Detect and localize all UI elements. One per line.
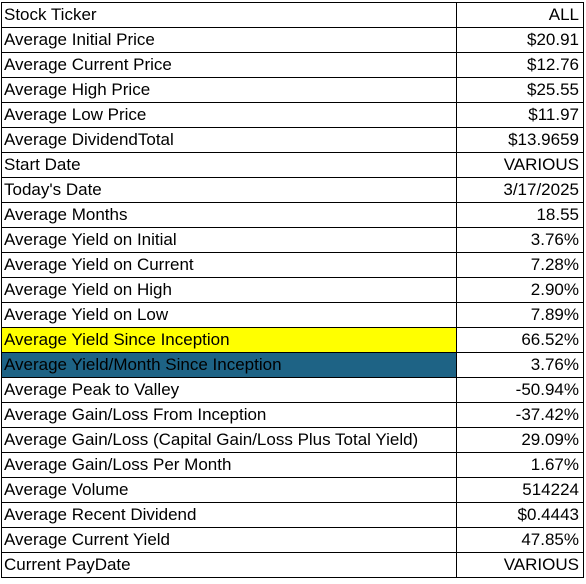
table-row: Average High Price $25.55 [1, 77, 584, 103]
row-value-cell: 47.85% [456, 527, 584, 553]
row-value-cell: VARIOUS [456, 552, 584, 578]
row-value-cell: $0.4443 [456, 502, 584, 528]
row-label-cell: Average DividendTotal [1, 127, 457, 153]
row-value-cell: 7.89% [456, 302, 584, 328]
table-row: Average Gain/Loss From Inception -37.42% [1, 402, 584, 428]
row-label-cell: Start Date [1, 152, 457, 178]
row-value-cell: 3/17/2025 [456, 177, 584, 203]
row-label-cell: Today's Date [1, 177, 457, 203]
table-row: Average Yield Since Inception 66.52% [1, 327, 584, 353]
row-value-cell: 3.76% [456, 227, 584, 253]
table-row: Average Current Price $12.76 [1, 52, 584, 78]
row-value-cell: $11.97 [456, 102, 584, 128]
row-label-cell: Average Current Price [1, 52, 457, 78]
row-label-cell: Average Yield on High [1, 277, 457, 303]
table-row: Average Yield on High 2.90% [1, 277, 584, 303]
table-row: Average Peak to Valley -50.94% [1, 377, 584, 403]
table-row: Average Initial Price $20.91 [1, 27, 584, 53]
table-row: Average Months 18.55 [1, 202, 584, 228]
row-value-cell: 1.67% [456, 452, 584, 478]
row-label-cell: Average Gain/Loss From Inception [1, 402, 457, 428]
row-value-cell: 3.76% [456, 352, 584, 378]
row-label-cell: Average Yield Since Inception [1, 327, 457, 353]
row-label-cell: Average Yield on Current [1, 252, 457, 278]
table-row: Average Gain/Loss (Capital Gain/Loss Plu… [1, 427, 584, 453]
row-value-cell: 514224 [456, 477, 584, 503]
table-row: Average Recent Dividend $0.4443 [1, 502, 584, 528]
row-label-cell: Stock Ticker [1, 2, 457, 28]
table-row: Average Yield on Low 7.89% [1, 302, 584, 328]
table-row: Current PayDate VARIOUS [1, 552, 584, 578]
row-label-cell: Average Months [1, 202, 457, 228]
row-label-cell: Average Current Yield [1, 527, 457, 553]
row-label-cell: Average Gain/Loss (Capital Gain/Loss Plu… [1, 427, 457, 453]
table-row: Average Current Yield 47.85% [1, 527, 584, 553]
table-row: Average Yield/Month Since Inception 3.76% [1, 352, 584, 378]
row-label-cell: Average High Price [1, 77, 457, 103]
row-label-cell: Current PayDate [1, 552, 457, 578]
table-row: Start Date VARIOUS [1, 152, 584, 178]
row-value-cell: $12.76 [456, 52, 584, 78]
row-label-cell: Average Gain/Loss Per Month [1, 452, 457, 478]
table-row: Today's Date 3/17/2025 [1, 177, 584, 203]
row-label-cell: Average Low Price [1, 102, 457, 128]
table-row: Average DividendTotal $13.9659 [1, 127, 584, 153]
row-value-cell: 2.90% [456, 277, 584, 303]
table-row: Average Yield on Initial 3.76% [1, 227, 584, 253]
row-label-cell: Average Initial Price [1, 27, 457, 53]
row-value-cell: VARIOUS [456, 152, 584, 178]
row-value-cell: $25.55 [456, 77, 584, 103]
row-value-cell: 18.55 [456, 202, 584, 228]
row-value-cell: 29.09% [456, 427, 584, 453]
row-label-cell: Average Yield on Initial [1, 227, 457, 253]
row-label-cell: Average Yield/Month Since Inception [1, 352, 457, 378]
row-value-cell: 66.52% [456, 327, 584, 353]
table-row: Stock Ticker ALL [1, 2, 584, 28]
row-value-cell: 7.28% [456, 252, 584, 278]
row-label-cell: Average Recent Dividend [1, 502, 457, 528]
row-label-cell: Average Yield on Low [1, 302, 457, 328]
row-label-cell: Average Volume [1, 477, 457, 503]
row-value-cell: ALL [456, 2, 584, 28]
row-value-cell: $13.9659 [456, 127, 584, 153]
table-row: Average Low Price $11.97 [1, 102, 584, 128]
row-value-cell: -50.94% [456, 377, 584, 403]
table-row: Average Yield on Current 7.28% [1, 252, 584, 278]
row-value-cell: $20.91 [456, 27, 584, 53]
row-label-cell: Average Peak to Valley [1, 377, 457, 403]
row-value-cell: -37.42% [456, 402, 584, 428]
table-row: Average Gain/Loss Per Month 1.67% [1, 452, 584, 478]
table-row: Average Volume 514224 [1, 477, 584, 503]
